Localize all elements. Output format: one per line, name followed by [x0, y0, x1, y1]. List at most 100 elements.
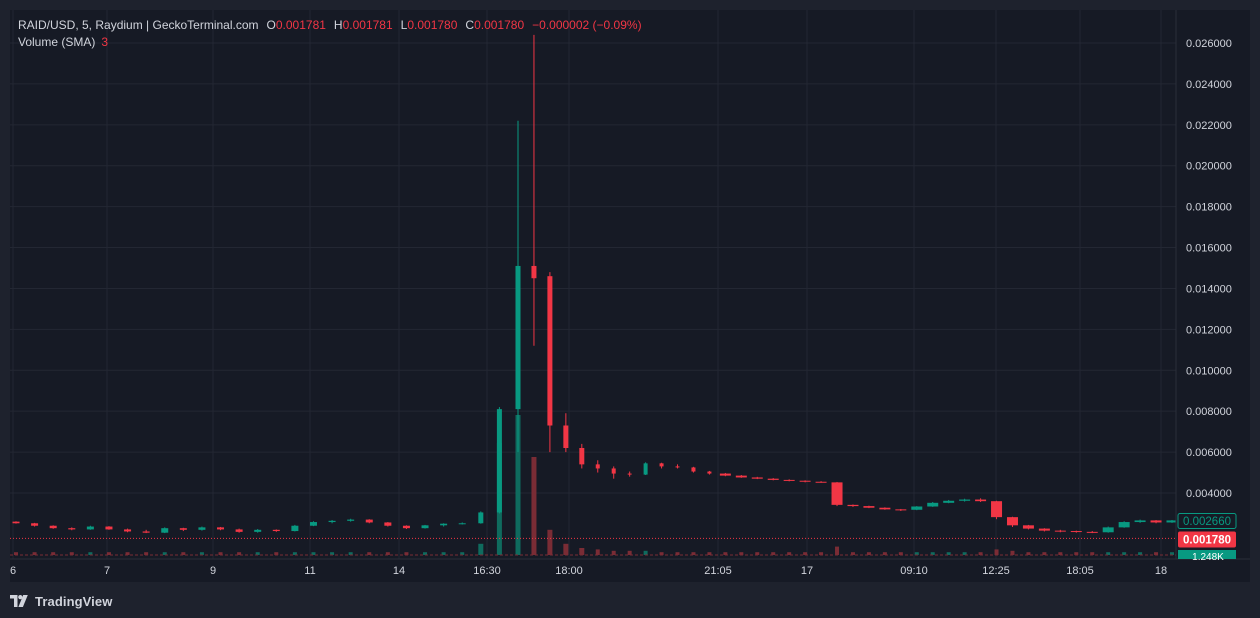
volume-bar	[423, 552, 428, 555]
tradingview-logo[interactable]: TradingView	[10, 594, 112, 609]
marker-price-text: 0.002660	[1183, 516, 1231, 528]
price-lines	[10, 537, 1176, 556]
candle	[751, 476, 763, 480]
candle	[365, 519, 373, 524]
candle	[1118, 521, 1130, 528]
candle-body	[86, 526, 94, 530]
candle-body	[105, 526, 113, 530]
volume-bar	[125, 552, 130, 555]
candle	[707, 470, 712, 475]
low-key: L	[400, 18, 408, 32]
candle-body	[927, 502, 939, 507]
candle-body	[1102, 527, 1114, 533]
candle	[272, 529, 280, 532]
candle-body	[879, 507, 891, 510]
volume-bar	[723, 552, 728, 555]
volume-bar	[627, 550, 632, 555]
candle	[815, 481, 827, 483]
open-value: 0.001781	[275, 18, 326, 32]
open-key: O	[266, 18, 276, 32]
candle-body	[1070, 531, 1082, 533]
candle-body	[161, 528, 169, 533]
candle	[783, 479, 795, 482]
candle	[254, 529, 262, 533]
volume-bar	[218, 552, 223, 555]
candle	[291, 524, 299, 532]
grid-lines	[10, 10, 1176, 559]
candle-body	[767, 478, 779, 480]
candle-body	[384, 522, 392, 526]
volume-bar	[739, 552, 744, 555]
candle	[611, 466, 616, 479]
volume-bar	[962, 552, 967, 555]
time-tick-label: 18:05	[1066, 565, 1094, 577]
candle-body	[895, 509, 907, 511]
candle	[691, 466, 696, 473]
chart-canvas[interactable]: 0.026000 0.024000 0.022000 0.020000 0.018000…	[10, 10, 1250, 582]
candle	[1166, 520, 1178, 523]
candle-body	[547, 276, 553, 426]
candle-body	[991, 501, 1003, 518]
volume-bar	[274, 552, 279, 555]
candle	[895, 508, 907, 511]
candle-body	[959, 499, 971, 501]
volume-bar	[1074, 552, 1079, 555]
price-tick-label: 0.010000	[1186, 365, 1232, 377]
current-price-text: 0.001780	[1183, 535, 1231, 547]
volume-bar	[1154, 552, 1159, 555]
volume-bar	[404, 552, 409, 555]
time-tick-label: 17	[801, 565, 813, 577]
time-tick-label: 11	[304, 565, 315, 577]
time-axis[interactable]: 6 7 9 11 14 16:30 18:00 21:05 17 09:10 12:25 18:05 1…	[10, 565, 1167, 577]
volume-bar	[803, 552, 808, 555]
volume-bar	[311, 552, 316, 555]
volume-bar	[199, 552, 204, 555]
price-tick-label: 0.018000	[1186, 202, 1232, 214]
volume-bar	[898, 552, 903, 555]
candle-body	[751, 477, 763, 479]
candle-body	[402, 525, 410, 529]
candle	[49, 525, 57, 529]
candle	[328, 520, 336, 524]
candle	[1022, 524, 1034, 530]
candle-body	[254, 529, 262, 532]
time-tick-label: 6	[10, 565, 16, 577]
candle-body	[975, 499, 987, 502]
candle	[124, 528, 132, 533]
symbol-legend-row: RAID/USD, 5, Raydium | GeckoTerminal.com…	[18, 17, 650, 34]
volume-bars	[14, 415, 1174, 555]
candle	[627, 471, 632, 477]
price-axis-bg[interactable]	[1176, 10, 1250, 582]
candle	[911, 506, 923, 511]
change-value: −0.000002 (−0.09%)	[532, 18, 642, 32]
price-tick-label: 0.008000	[1186, 406, 1232, 418]
candle-body	[579, 448, 585, 465]
volume-bar	[1106, 552, 1111, 555]
price-axis[interactable]: 0.026000 0.024000 0.022000 0.020000 0.018000…	[1186, 38, 1232, 500]
volume-bar	[515, 415, 521, 555]
candle-body	[595, 464, 600, 469]
candle	[31, 522, 39, 527]
candle-body	[272, 529, 280, 532]
candle	[847, 504, 859, 507]
volume-bar	[1058, 552, 1063, 555]
volume-bar	[1042, 552, 1047, 555]
candle	[496, 407, 502, 514]
candle-body	[627, 473, 632, 475]
volume-bar	[531, 457, 537, 555]
symbol-title[interactable]: RAID/USD, 5, Raydium | GeckoTerminal.com	[18, 18, 259, 32]
candle	[879, 507, 891, 510]
candle-body	[675, 466, 680, 468]
time-tick-label: 14	[393, 565, 405, 577]
chart-pane[interactable]: RAID/USD, 5, Raydium | GeckoTerminal.com…	[10, 10, 1250, 582]
candle	[831, 481, 843, 507]
candle-body	[347, 519, 355, 521]
volume-label[interactable]: Volume (SMA)	[18, 35, 96, 49]
volume-bar	[579, 548, 585, 555]
volume-value: 3	[101, 35, 109, 49]
candle-body	[142, 531, 150, 533]
candle	[12, 521, 20, 524]
candle-body	[783, 479, 795, 481]
candle-body	[1006, 517, 1018, 526]
time-tick-label: 21:05	[704, 565, 732, 577]
